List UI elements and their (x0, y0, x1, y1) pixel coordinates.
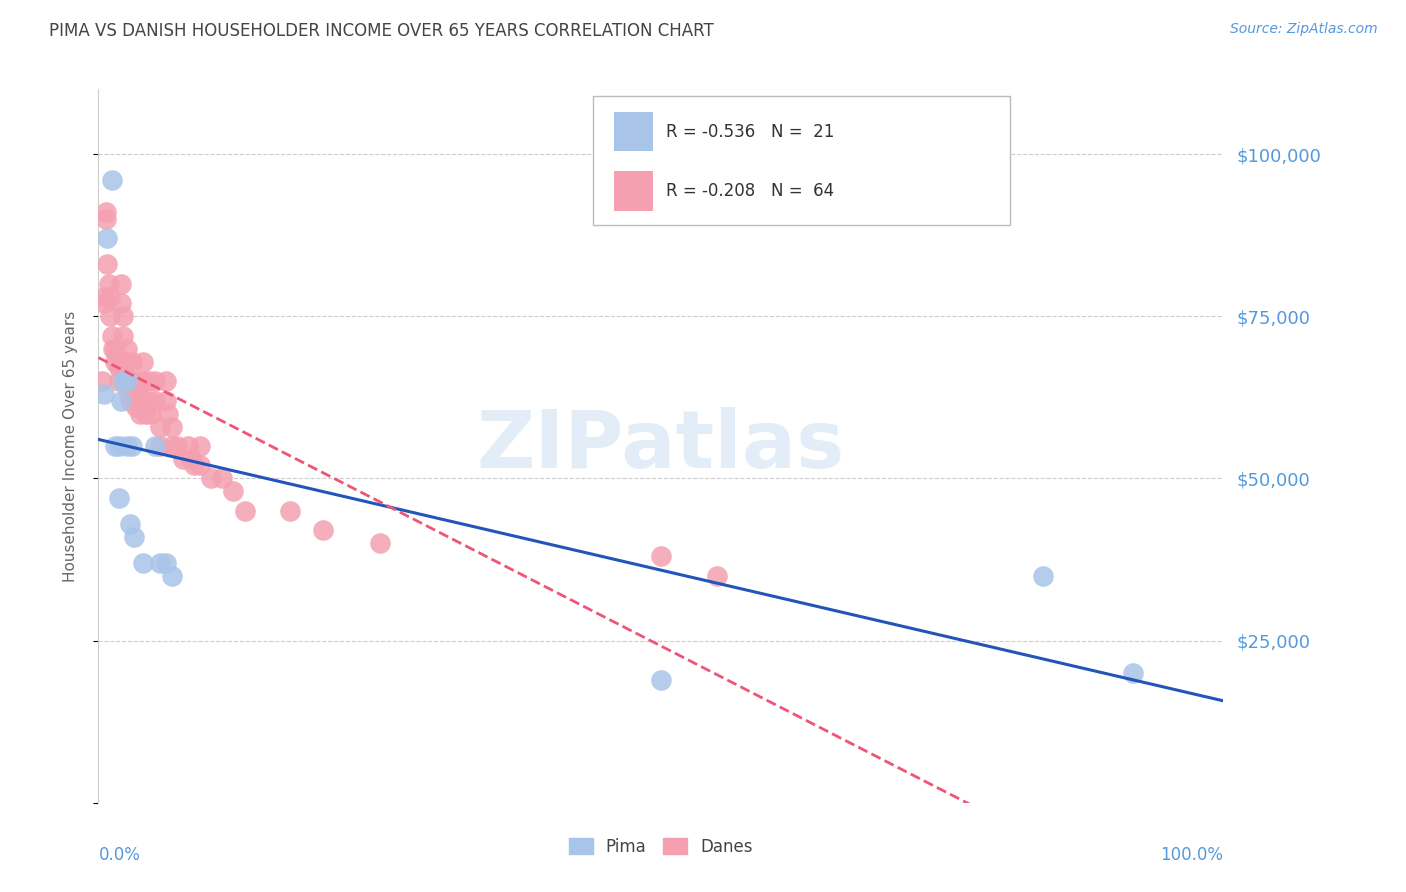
Point (118, 516, 141, 531)
Text: 0.0%: 0.0% (98, 846, 141, 863)
Point (90, 374, 112, 388)
Point (107, 491, 129, 505)
Point (107, 354, 129, 368)
Bar (613, 171, 652, 211)
Point (160, 439, 183, 453)
Point (650, 549, 672, 564)
Point (166, 439, 188, 453)
Point (115, 342, 138, 356)
Point (129, 407, 152, 421)
Point (132, 354, 155, 368)
Point (188, 439, 211, 453)
Point (368, 536, 391, 550)
Point (135, 407, 157, 421)
Point (101, 173, 124, 187)
Point (124, 530, 146, 544)
Point (143, 374, 166, 388)
Point (104, 342, 127, 356)
FancyBboxPatch shape (593, 96, 1010, 225)
Point (97, 277, 120, 291)
Point (155, 556, 177, 570)
Text: Source: ZipAtlas.com: Source: ZipAtlas.com (1230, 22, 1378, 37)
Point (132, 556, 155, 570)
Point (112, 374, 135, 388)
Point (93, 290, 115, 304)
Text: 100.0%: 100.0% (1160, 846, 1223, 863)
Point (155, 393, 177, 408)
Text: PIMA VS DANISH HOUSEHOLDER INCOME OVER 65 YEARS CORRELATION CHART: PIMA VS DANISH HOUSEHOLDER INCOME OVER 6… (49, 22, 714, 40)
Point (132, 374, 155, 388)
Point (160, 419, 183, 434)
Point (112, 328, 135, 343)
Point (118, 393, 141, 408)
Text: R = -0.536   N =  21: R = -0.536 N = 21 (666, 123, 835, 141)
Point (1032, 568, 1054, 582)
Point (172, 452, 194, 467)
Point (132, 393, 155, 408)
Point (1122, 666, 1144, 681)
Point (650, 673, 672, 687)
Point (118, 387, 141, 401)
Point (115, 439, 138, 453)
Point (110, 277, 132, 291)
Point (115, 374, 138, 388)
Point (93, 387, 115, 401)
Point (706, 568, 728, 582)
Point (211, 471, 233, 485)
Point (138, 374, 160, 388)
Point (121, 374, 143, 388)
Point (93, 296, 115, 310)
Point (155, 374, 177, 388)
Point (115, 374, 138, 388)
Point (115, 354, 138, 368)
Point (138, 393, 160, 408)
Point (124, 387, 146, 401)
Point (98, 310, 121, 324)
Point (96, 205, 118, 219)
Point (143, 439, 166, 453)
Point (149, 419, 172, 434)
Point (312, 524, 335, 538)
Point (188, 458, 211, 473)
Point (121, 354, 143, 368)
Point (149, 556, 172, 570)
Bar (613, 112, 652, 152)
Point (112, 310, 135, 324)
Point (180, 452, 202, 467)
Point (200, 471, 222, 485)
Point (98, 290, 121, 304)
Text: ZIPatlas: ZIPatlas (477, 407, 845, 485)
Point (110, 296, 132, 310)
Point (177, 439, 200, 453)
Point (222, 484, 245, 499)
Point (157, 407, 180, 421)
Point (107, 374, 129, 388)
Point (101, 328, 124, 343)
Point (149, 439, 172, 453)
Y-axis label: Householder Income Over 65 years: Householder Income Over 65 years (63, 310, 77, 582)
Point (96, 211, 118, 226)
Point (124, 400, 146, 414)
Point (101, 342, 124, 356)
Point (127, 374, 149, 388)
Point (143, 393, 166, 408)
Point (104, 439, 127, 453)
Point (104, 354, 127, 368)
Point (96, 257, 118, 271)
Point (183, 458, 205, 473)
Point (96, 231, 118, 245)
Point (141, 407, 163, 421)
Point (107, 361, 129, 376)
Point (278, 504, 301, 518)
Point (127, 387, 149, 401)
Point (107, 439, 129, 453)
Point (160, 568, 183, 582)
Point (121, 439, 143, 453)
Point (233, 504, 256, 518)
Text: R = -0.208   N =  64: R = -0.208 N = 64 (666, 182, 835, 200)
Legend: Pima, Danes: Pima, Danes (562, 831, 759, 863)
Point (110, 393, 132, 408)
